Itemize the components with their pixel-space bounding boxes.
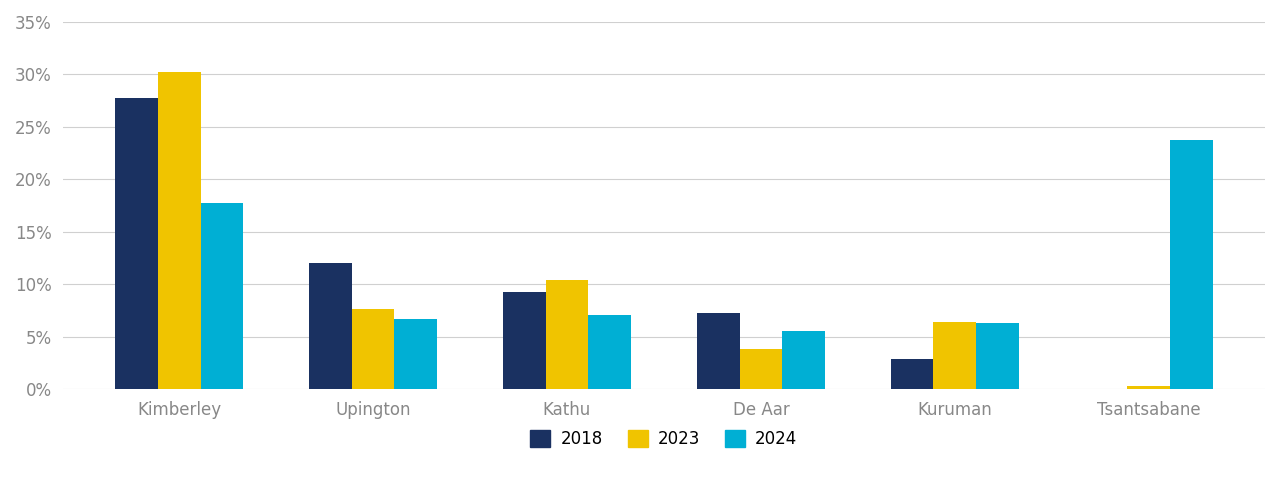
Bar (589, 315, 631, 390)
Bar (352, 308, 394, 390)
Bar (115, 98, 157, 390)
Bar (157, 73, 201, 390)
Bar (933, 322, 977, 390)
Bar (545, 280, 589, 390)
Bar (1170, 140, 1212, 390)
Bar (308, 264, 352, 390)
Bar (977, 324, 1019, 390)
Bar (891, 359, 933, 390)
Bar (394, 319, 436, 390)
Bar (1128, 387, 1170, 390)
Bar (782, 331, 824, 390)
Bar (201, 203, 243, 390)
Bar (740, 349, 782, 390)
Bar (696, 313, 740, 390)
Bar (503, 292, 545, 390)
Legend: 2018, 2023, 2024: 2018, 2023, 2024 (524, 423, 804, 455)
